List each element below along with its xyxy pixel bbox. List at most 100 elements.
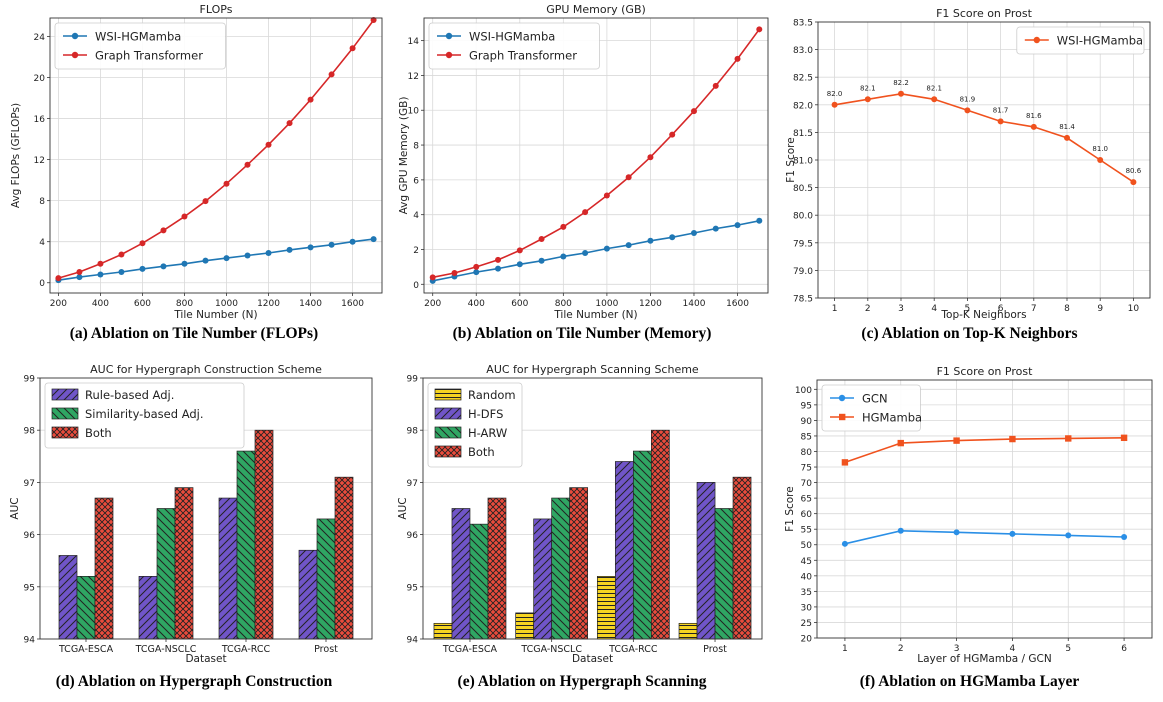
bar-hatch: [175, 487, 193, 639]
data-label: 82.1: [860, 84, 876, 92]
x-tick-label: 200: [424, 299, 441, 309]
panel-b: 0 2 4 6 8 10 12 14 200 400 600 800 1000 1200 1400 1600 G…: [388, 0, 776, 351]
axes-frame: [817, 21, 1151, 299]
data-point: [349, 238, 356, 245]
y-axis-label: AUC: [9, 497, 21, 519]
data-point: [831, 101, 838, 108]
data-point: [582, 249, 589, 256]
bar-hatch: [515, 612, 534, 639]
y-tick-label: 40: [801, 572, 813, 582]
y-tick-label: 83.5: [793, 19, 813, 29]
data-point: [734, 55, 741, 62]
chart-title: GPU Memory (GB): [546, 3, 646, 16]
data-label: 81.7: [993, 106, 1009, 114]
data-point: [307, 244, 314, 251]
bar-hatch: [335, 477, 353, 639]
x-tick-label: 6: [1121, 644, 1127, 654]
data-label: 81.4: [1059, 123, 1075, 131]
data-point: [1130, 179, 1137, 186]
y-tick-label: 79.5: [793, 239, 813, 249]
caption-b: (b) Ablation on Tile Number (Memory): [452, 325, 712, 342]
x-tick-label: 800: [176, 299, 193, 309]
data-point: [516, 261, 523, 268]
data-point: [669, 234, 676, 241]
data-point: [603, 192, 610, 199]
data-point: [538, 236, 545, 243]
data-point: [603, 245, 610, 252]
x-axis-label: Dataset: [185, 653, 226, 665]
caption-a: (a) Ablation on Tile Number (FLOPs): [69, 325, 319, 342]
legend: WSI-HGMamba: [1016, 26, 1145, 55]
y-tick-label: 78.5: [793, 295, 813, 305]
data-label: 82.0: [827, 90, 843, 98]
data-point: [953, 529, 960, 536]
data-point: [286, 120, 293, 127]
x-tick-label: TCGA-NSCLC: [135, 644, 197, 655]
y-axis-label: Avg GPU Memory (GB): [398, 97, 410, 215]
data-point: [931, 96, 938, 103]
y-tick-label: 94: [407, 636, 419, 646]
x-tick-label: 2: [898, 644, 904, 654]
bar-hatch: [533, 518, 552, 639]
legend-swatch-hatch: [435, 389, 461, 400]
legend-box: [44, 382, 245, 449]
x-axis-label: Layer of HGMamba / GCN: [917, 653, 1051, 665]
panel-d: 94 95 96 97 98 99 TCGA-ESCA TCGA-NSCLC TCGA-RCC P…: [0, 360, 388, 702]
bar-hatch: [139, 576, 157, 639]
legend-label: H-ARW: [468, 426, 507, 440]
x-tick-label: 400: [468, 299, 485, 309]
x-tick-label: Prost: [703, 644, 727, 655]
data-point: [538, 257, 545, 264]
x-tick-label: 8: [1064, 304, 1070, 314]
series-line: [58, 238, 374, 281]
y-tick-label: 6: [413, 176, 419, 186]
y-tick-label: 96: [407, 531, 419, 541]
y-tick-label: 95: [801, 401, 812, 411]
data-point: [265, 141, 272, 148]
chart-d: 94 95 96 97 98 99 TCGA-ESCA TCGA-NSCLC TCGA-RCC P…: [9, 363, 373, 665]
legend: Random H-DFS H-ARW Both: [427, 382, 523, 468]
data-point: [1009, 435, 1016, 443]
x-tick-label: 5: [1065, 644, 1071, 654]
data-point: [181, 213, 188, 220]
x-tick-label: 1000: [215, 299, 238, 309]
legend-swatch-hatch: [435, 427, 461, 438]
x-tick-label: 4: [1010, 644, 1016, 654]
legend-label: WSI-HGMamba: [469, 30, 555, 44]
y-axis-label: F1 Score: [785, 137, 797, 182]
data-point: [756, 26, 763, 33]
data-point: [1121, 533, 1128, 540]
legend-label: H-DFS: [468, 407, 503, 421]
data-point: [118, 251, 125, 258]
x-tick-label: TCGA-RCC: [221, 644, 271, 655]
y-tick-label: 81.0: [793, 157, 813, 167]
x-tick-label: 600: [134, 299, 151, 309]
y-tick-label: 100: [795, 386, 812, 396]
axes-frame: [423, 17, 769, 294]
data-label: 81.9: [960, 95, 976, 103]
data-label: 81.0: [1092, 145, 1108, 153]
data-point: [841, 540, 848, 547]
data-point: [1065, 532, 1072, 539]
chart-title: F1 Score on Prost: [936, 7, 1033, 20]
data-point: [756, 217, 763, 224]
data-point: [55, 275, 62, 282]
x-tick-label: TCGA-ESCA: [58, 644, 114, 655]
legend-box: [54, 22, 226, 70]
legend-box: [428, 22, 600, 70]
legend-label: WSI-HGMamba: [1057, 34, 1143, 48]
data-point: [897, 527, 904, 534]
caption-d: (d) Ablation on Hypergraph Construction: [55, 673, 333, 690]
legend: GCN HGMamba: [821, 384, 922, 432]
y-tick-label: 60: [801, 510, 813, 520]
y-tick-label: 82.0: [793, 101, 813, 111]
panel-e: 94 95 96 97 98 99 TCGA-ESCA TCGA-NSCLC TCGA-RCC P…: [388, 360, 776, 702]
bar-hatch: [597, 576, 616, 639]
legend: WSI-HGMamba Graph Transformer: [428, 22, 600, 70]
data-point: [473, 269, 480, 276]
axes-frame: [816, 379, 1153, 639]
chart-title: FLOPs: [200, 3, 233, 16]
data-point: [451, 269, 458, 276]
y-tick-label: 97: [24, 479, 35, 489]
y-tick-label: 75: [801, 464, 812, 474]
